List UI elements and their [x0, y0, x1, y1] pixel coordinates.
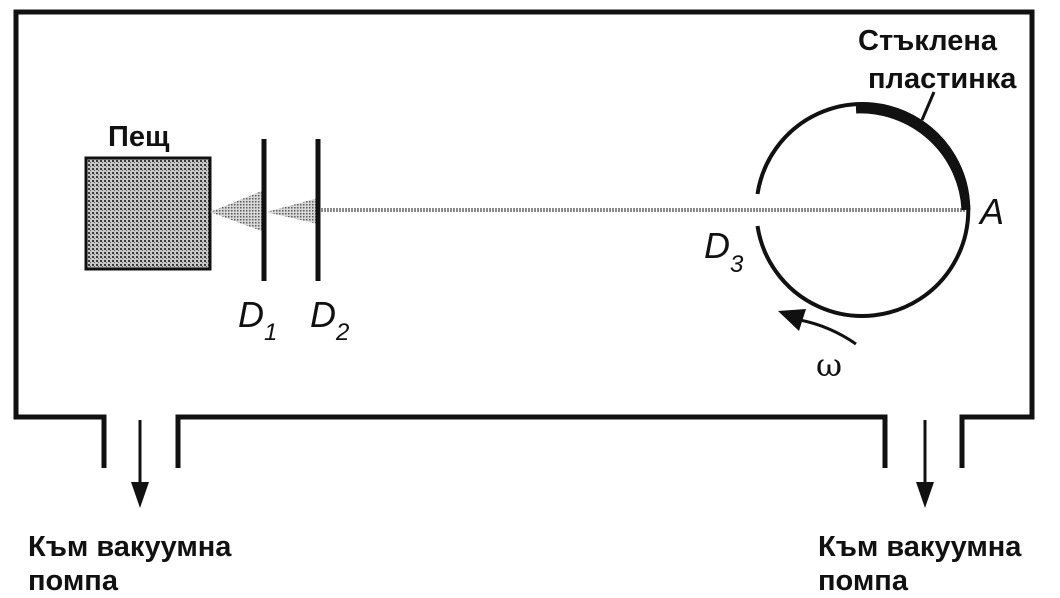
slit-d1-label: D 1: [238, 294, 277, 346]
pump-arrow-right: [916, 420, 934, 508]
glass-plate-label-line2: пластинка: [868, 63, 1017, 95]
slit-d2-letter: D: [310, 294, 336, 335]
omega-label: ω: [816, 346, 842, 384]
pump-right-label-line1: Към вакуумна: [818, 531, 1022, 563]
vacuum-chamber: [13, 9, 1035, 468]
glass-plate-label-line1: Стъклена: [858, 25, 998, 57]
pump-right-label-line2: помпа: [818, 565, 909, 597]
rotation-arrow: [778, 309, 857, 346]
glass-plate: [855, 104, 971, 211]
pump-left-label-line2: помпа: [28, 565, 119, 597]
slit-d3-subscript: 3: [730, 251, 744, 278]
point-a-label: A: [978, 191, 1004, 232]
slit-d3-label: D 3: [704, 225, 744, 278]
oven-label: Пещ: [108, 121, 170, 153]
glass-plate-leader: [920, 91, 936, 121]
pump-arrow-left: [131, 420, 149, 508]
oven: [84, 156, 212, 271]
slit-d2-subscript: 2: [335, 319, 349, 346]
pump-left-label-line1: Към вакуумна: [28, 531, 232, 563]
slit-d1-letter: D: [238, 294, 264, 335]
rotating-drum: [755, 102, 971, 318]
slit-d2-label: D 2: [310, 294, 349, 346]
slit-d3-letter: D: [704, 225, 730, 266]
beam-cone-2: [266, 198, 318, 224]
beam-cone-1: [210, 190, 264, 232]
slit-d1-subscript: 1: [264, 319, 277, 346]
